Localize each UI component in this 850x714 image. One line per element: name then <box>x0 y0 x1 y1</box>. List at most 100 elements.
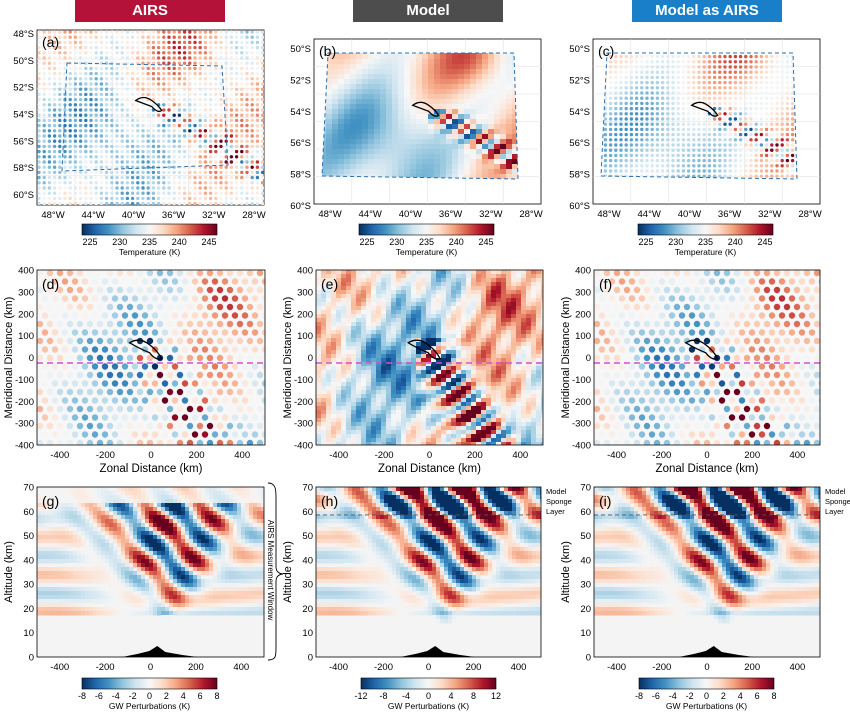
xy-dot <box>241 329 249 336</box>
xy-dot <box>231 380 239 387</box>
map-dot <box>203 82 208 86</box>
map-cell <box>344 64 351 70</box>
map-dot <box>219 123 223 128</box>
xy-cell <box>366 282 372 287</box>
map-dot <box>73 87 78 91</box>
map-cell <box>338 74 345 80</box>
map-dot <box>104 181 109 185</box>
xy-cell <box>461 278 467 283</box>
map-cell <box>476 99 483 105</box>
map-dot <box>640 112 644 116</box>
map-cell <box>344 104 351 110</box>
map-cell <box>452 144 459 150</box>
xy-cell <box>331 270 337 275</box>
map-dot <box>634 86 639 90</box>
map-dot <box>692 112 696 116</box>
xy-cell <box>391 274 397 279</box>
map-dot <box>208 160 213 164</box>
map-cell <box>428 169 435 175</box>
xy-dot <box>261 295 265 302</box>
map-dot <box>172 113 176 117</box>
map-dot <box>686 54 691 59</box>
xy-dot <box>56 371 64 379</box>
map-cell <box>392 129 399 135</box>
map-cell <box>428 114 435 120</box>
map-dot <box>58 149 62 154</box>
map-dot <box>671 143 675 147</box>
map-dot <box>660 54 665 59</box>
map-dot <box>718 158 722 163</box>
map-cell <box>470 94 477 100</box>
map-dot <box>245 30 249 34</box>
map-dot <box>156 123 161 128</box>
map-dot <box>177 118 182 123</box>
map-cell <box>344 154 351 160</box>
map-cell <box>332 114 339 120</box>
map-cell <box>356 104 363 110</box>
map-cell <box>398 174 405 179</box>
map-dot <box>177 56 182 60</box>
map-cell <box>506 84 513 90</box>
map-dot <box>188 181 192 185</box>
xy-cell <box>356 282 362 287</box>
map-dot <box>188 56 192 60</box>
map-cell <box>482 74 489 80</box>
xy-dot <box>206 388 214 396</box>
map-dot <box>193 103 197 107</box>
map-dot <box>63 186 67 190</box>
map-dot <box>759 132 764 137</box>
map-dot <box>660 169 665 173</box>
xy-dot <box>96 371 104 379</box>
map-dot <box>42 160 46 164</box>
map-cell <box>386 159 393 165</box>
map-dot <box>775 70 779 74</box>
map-dot <box>104 113 109 117</box>
map-cell <box>452 119 459 125</box>
map-cell <box>434 129 441 135</box>
map-dot <box>167 61 171 65</box>
map-cell <box>446 64 453 70</box>
map-cell <box>512 94 518 100</box>
map-cell <box>452 134 459 140</box>
xy-dot <box>141 295 149 302</box>
map-dot <box>603 112 608 116</box>
map-dot <box>151 155 156 159</box>
map-cell <box>446 134 453 140</box>
map-dot <box>640 127 644 132</box>
xy-dot <box>81 346 89 353</box>
map-dot <box>42 186 46 190</box>
lat-tick: 48°S <box>13 29 34 40</box>
map-dot <box>84 170 88 175</box>
map-cell <box>458 149 465 155</box>
map-dot <box>120 30 124 34</box>
xy-dot <box>71 397 79 404</box>
map-dot <box>110 181 114 185</box>
map-cell <box>464 89 471 95</box>
map-cell <box>482 53 489 55</box>
xy-dot <box>66 270 74 277</box>
map-dot <box>167 51 171 55</box>
map-dot <box>707 127 712 132</box>
map-dot <box>198 51 202 55</box>
map-dot <box>229 144 234 149</box>
map-cell <box>452 79 459 85</box>
map-dot <box>738 138 743 142</box>
map-dot <box>645 86 649 90</box>
map-cell <box>506 174 513 179</box>
xy-dot <box>236 422 244 430</box>
map-dot <box>234 82 239 86</box>
xy-dot <box>61 295 69 302</box>
map-dot <box>52 170 57 175</box>
map-dot <box>245 201 249 205</box>
map-cell <box>362 119 369 125</box>
xy-dot <box>56 354 64 362</box>
map-dot <box>780 54 784 59</box>
xy-dot <box>251 363 259 370</box>
map-dot <box>94 77 98 81</box>
map-dot <box>73 71 78 76</box>
xy-cell <box>481 274 487 279</box>
map-dot <box>723 70 727 74</box>
map-dot <box>125 51 130 55</box>
map-cell <box>464 74 471 80</box>
xy-dot <box>106 320 114 328</box>
